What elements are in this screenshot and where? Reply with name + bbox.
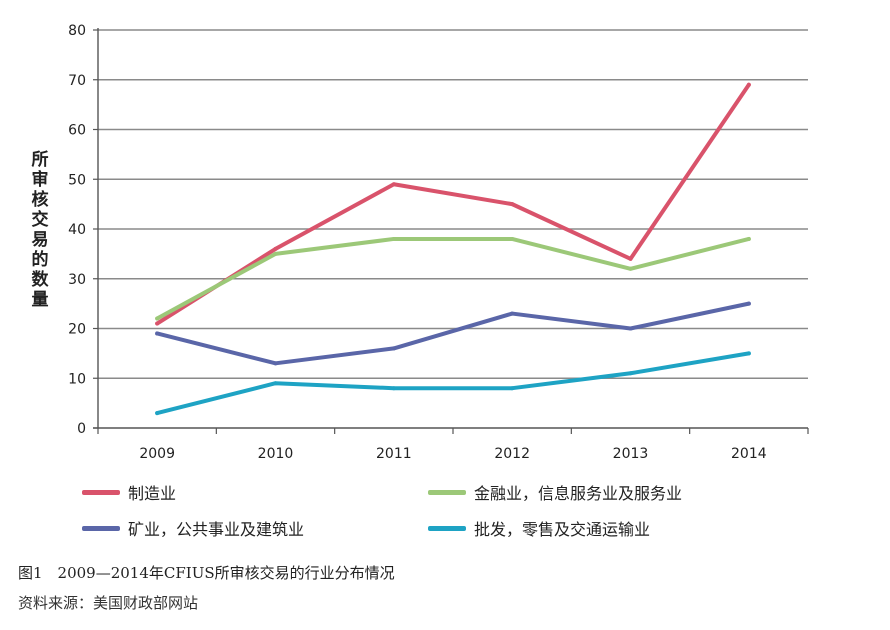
legend-item-mining: 矿业，公共事业及建筑业: [82, 516, 304, 540]
data-point: [273, 246, 278, 251]
series-line-0: [155, 82, 751, 326]
legend-item-finance: 金融业，信息服务业及服务业: [428, 480, 682, 504]
data-point: [510, 311, 515, 316]
y-tick-label: 80: [68, 23, 86, 39]
source-note: 资料来源：美国财政部网站: [18, 594, 199, 612]
legend-item-manufacturing: 制造业: [82, 480, 176, 504]
legend-label: 矿业，公共事业及建筑业: [128, 520, 305, 539]
legend-label: 金融业，信息服务业及服务业: [474, 484, 683, 503]
legend-label: 批发，零售及交通运输业: [474, 520, 651, 539]
y-tick-label: 70: [68, 73, 86, 89]
y-tick-label: 0: [77, 421, 86, 437]
data-point: [628, 256, 633, 261]
data-point: [155, 331, 160, 336]
data-point: [273, 251, 278, 256]
series-line-3: [155, 351, 751, 416]
data-point: [746, 301, 751, 306]
y-tick-labels: 0 10 20 30 40 50 60 70 80: [68, 23, 86, 437]
data-point: [746, 82, 751, 87]
data-point: [391, 346, 396, 351]
y-tick-label: 30: [68, 272, 86, 288]
data-point: [510, 202, 515, 207]
data-point: [746, 236, 751, 241]
x-tick-label: 2009: [139, 446, 175, 462]
x-tick-label: 2013: [613, 446, 649, 462]
y-tick-label: 60: [68, 123, 86, 139]
data-point: [391, 182, 396, 187]
legend-swatch: [428, 489, 466, 495]
legend-swatch: [82, 489, 120, 495]
series-lines: [155, 82, 751, 416]
x-tick-label: 2011: [376, 446, 412, 462]
data-point: [628, 371, 633, 376]
legend-label: 制造业: [128, 484, 177, 503]
data-point: [510, 236, 515, 241]
legend-swatch: [82, 525, 120, 531]
gridlines: [98, 29, 808, 380]
data-point: [628, 326, 633, 331]
x-tick-label: 2012: [494, 446, 530, 462]
y-tick-label: 10: [68, 371, 86, 387]
y-tick-label: 20: [68, 322, 86, 338]
x-tick-label: 2010: [258, 446, 294, 462]
legend-item-wholesale: 批发，零售及交通运输业: [428, 516, 650, 540]
axes: [93, 28, 809, 434]
data-point: [391, 386, 396, 391]
data-point: [273, 361, 278, 366]
y-tick-label: 50: [68, 172, 86, 188]
y-axis-label: 所审核交易的数量: [31, 150, 49, 310]
legend-swatch: [428, 525, 466, 531]
x-tick-labels: 2009 2010 2011 2012 2013 2014: [139, 446, 766, 462]
figure-caption: 图1 2009—2014年CFIUS所审核交易的行业分布情况: [18, 564, 395, 582]
series-line-2: [155, 301, 751, 366]
data-point: [510, 386, 515, 391]
data-point: [273, 381, 278, 386]
data-point: [155, 316, 160, 321]
y-tick-label: 40: [68, 222, 86, 238]
data-point: [155, 411, 160, 416]
x-tick-label: 2014: [731, 446, 767, 462]
series-line-1: [155, 236, 751, 321]
data-point: [391, 236, 396, 241]
data-point: [628, 266, 633, 271]
data-point: [746, 351, 751, 356]
data-point: [155, 321, 160, 326]
